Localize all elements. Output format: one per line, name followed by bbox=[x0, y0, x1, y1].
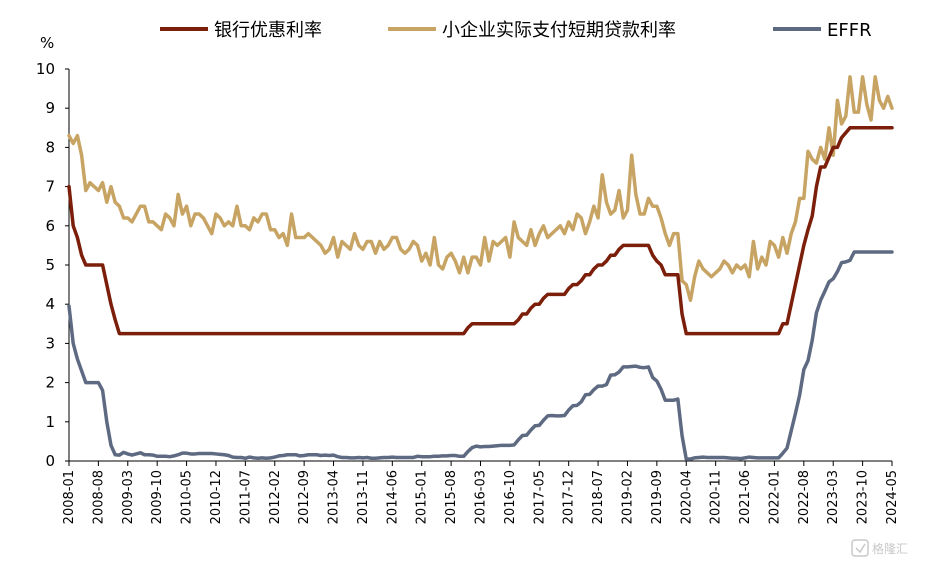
x-tick-label: 2014-06 bbox=[385, 470, 400, 524]
x-tick-label: 2010-12 bbox=[209, 470, 224, 524]
y-tick-label: 8 bbox=[45, 138, 55, 156]
x-tick-label: 2018-07 bbox=[591, 470, 606, 524]
x-tick-label: 2022-01 bbox=[767, 470, 782, 524]
y-tick-label: 3 bbox=[45, 334, 55, 352]
y-tick-label: 1 bbox=[45, 413, 55, 431]
x-tick-label: 2021-06 bbox=[738, 470, 753, 524]
series-layer bbox=[67, 75, 894, 461]
y-tick-label: 7 bbox=[45, 178, 55, 196]
legend: 银行优惠利率 小企业实际支付短期贷款利率 EFFR bbox=[160, 20, 872, 41]
x-tick-label: 2022-08 bbox=[797, 470, 812, 524]
y-tick-label: 2 bbox=[45, 374, 55, 392]
y-tick-label: 10 bbox=[36, 60, 55, 78]
x-tick-label: 2013-11 bbox=[356, 470, 371, 524]
logo-icon bbox=[851, 539, 869, 557]
x-tick-label: 2020-04 bbox=[679, 470, 694, 524]
x-tick-label: 2011-07 bbox=[238, 470, 253, 524]
y-axis-unit-label: % bbox=[40, 34, 54, 52]
x-tick-label: 2009-10 bbox=[150, 470, 165, 524]
x-tick-label: 2013-04 bbox=[327, 470, 342, 524]
legend-label-2: EFFR bbox=[827, 20, 872, 41]
x-tick-label: 2008-08 bbox=[91, 470, 106, 524]
x-tick-label: 2012-09 bbox=[297, 470, 312, 524]
y-axis-ticks: 0 1 2 3 4 5 6 7 8 9 10 bbox=[36, 60, 69, 470]
x-tick-label: 2019-09 bbox=[650, 470, 665, 524]
x-tick-label: 2024-05 bbox=[885, 470, 900, 524]
y-tick-label: 5 bbox=[45, 256, 55, 274]
y-tick-label: 0 bbox=[45, 452, 55, 470]
x-tick-label: 2008-01 bbox=[62, 470, 77, 524]
y-tick-label: 6 bbox=[45, 217, 55, 235]
x-tick-label: 2017-05 bbox=[532, 470, 547, 524]
x-tick-label: 2023-03 bbox=[826, 470, 841, 524]
watermark-text: 格隆汇 bbox=[872, 541, 908, 556]
x-tick-label: 2015-08 bbox=[444, 470, 459, 524]
x-tick-label: 2012-02 bbox=[268, 470, 283, 524]
series-line-2 bbox=[67, 250, 894, 461]
x-tick-label: 2009-03 bbox=[121, 470, 136, 524]
y-tick-label: 4 bbox=[45, 295, 55, 313]
x-tick-label: 2010-05 bbox=[180, 470, 195, 524]
x-tick-label: 2015-01 bbox=[415, 470, 430, 524]
legend-label-1: 小企业实际支付短期贷款利率 bbox=[442, 20, 676, 41]
series-line-0 bbox=[67, 126, 894, 336]
x-tick-label: 2019-02 bbox=[620, 470, 635, 524]
watermark: 格隆汇 bbox=[851, 539, 908, 557]
series-line-1 bbox=[67, 75, 894, 303]
x-tick-label: 2023-10 bbox=[856, 470, 871, 524]
x-tick-label: 2016-10 bbox=[503, 470, 518, 524]
y-tick-label: 9 bbox=[45, 99, 55, 117]
x-axis-ticks: 2008-01 2008-08 2009-03 2009-10 2010-05 2010-… bbox=[62, 461, 900, 524]
x-tick-label: 2017-12 bbox=[562, 470, 577, 524]
x-tick-label: 2020-11 bbox=[709, 470, 724, 524]
x-tick-label: 2016-03 bbox=[474, 470, 489, 524]
legend-label-0: 银行优惠利率 bbox=[214, 20, 322, 41]
